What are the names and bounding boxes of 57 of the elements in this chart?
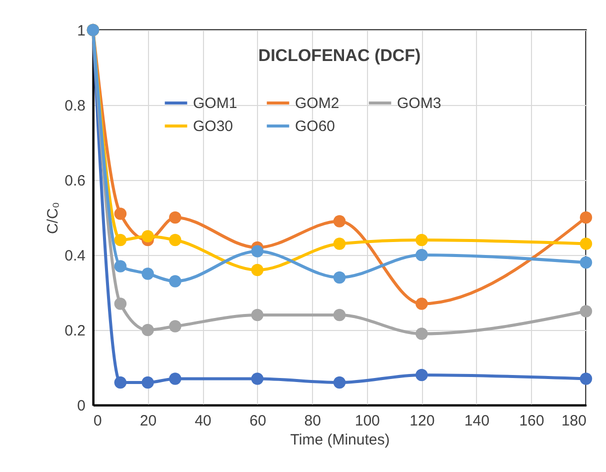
point xyxy=(333,308,346,322)
point xyxy=(114,376,127,389)
point xyxy=(251,372,264,385)
point xyxy=(142,268,154,280)
point xyxy=(416,234,428,246)
x-axis-title: Time (Minutes) xyxy=(290,432,390,448)
y-tick-label: 0 xyxy=(77,398,86,414)
x-tick-label: 100 xyxy=(354,412,380,430)
point xyxy=(251,245,264,258)
point xyxy=(333,215,346,228)
x-tick-label: 0 xyxy=(94,412,102,430)
x-tick-label: 160 xyxy=(519,412,544,430)
point xyxy=(580,211,592,224)
point xyxy=(114,298,127,310)
x-tick-label: 120 xyxy=(410,412,435,430)
legend-label: GO30 xyxy=(193,118,234,135)
point xyxy=(169,275,182,288)
point xyxy=(333,238,346,250)
y-axis-title: C/C₀ xyxy=(44,202,62,234)
point xyxy=(251,308,264,322)
point xyxy=(251,264,264,276)
x-tick-label: 60 xyxy=(249,412,266,430)
point xyxy=(580,305,592,318)
x-tick-label: 40 xyxy=(194,412,212,430)
point xyxy=(142,324,154,336)
legend-label: GOM3 xyxy=(397,95,442,112)
point xyxy=(416,328,428,340)
point xyxy=(333,376,346,389)
point xyxy=(169,211,182,224)
point xyxy=(580,372,592,385)
x-tick-label: 180 xyxy=(561,412,586,430)
text: DICLOFENAC (DCF) xyxy=(258,46,421,65)
y-tick-label: 0.2 xyxy=(64,322,86,340)
point xyxy=(114,208,127,220)
point xyxy=(333,271,346,284)
point xyxy=(114,234,127,246)
point xyxy=(142,376,154,389)
y-tick-label: 1 xyxy=(77,22,86,40)
point xyxy=(142,230,154,242)
y-tick-label: 0.6 xyxy=(64,172,86,190)
y-tick-label: 0.4 xyxy=(64,248,86,264)
point xyxy=(114,260,127,272)
point xyxy=(169,372,182,385)
legend-label: GOM1 xyxy=(193,95,238,112)
point xyxy=(580,238,592,250)
point xyxy=(169,234,182,246)
y-tick-label: 0.8 xyxy=(64,98,86,114)
x-tick-label: 140 xyxy=(464,412,490,430)
legend-label: GO60 xyxy=(295,118,336,135)
x-tick-label: 20 xyxy=(140,412,157,430)
x-tick-label: 80 xyxy=(304,412,321,430)
legend-label: GOM2 xyxy=(295,95,340,112)
point xyxy=(416,298,428,310)
point xyxy=(580,256,592,269)
point xyxy=(169,320,182,332)
point xyxy=(416,368,428,382)
point xyxy=(416,248,428,262)
